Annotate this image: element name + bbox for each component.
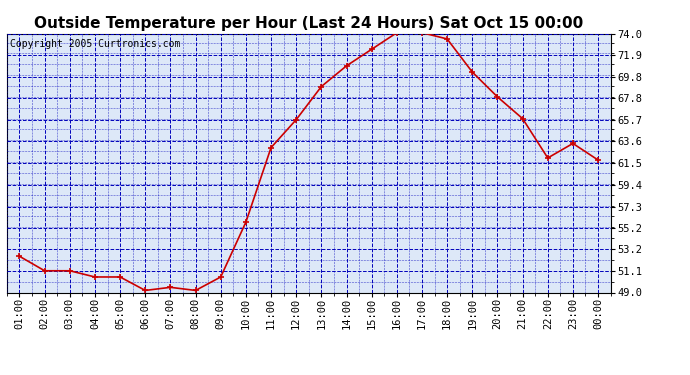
- Text: Copyright 2005 Curtronics.com: Copyright 2005 Curtronics.com: [10, 39, 180, 49]
- Title: Outside Temperature per Hour (Last 24 Hours) Sat Oct 15 00:00: Outside Temperature per Hour (Last 24 Ho…: [34, 16, 584, 31]
